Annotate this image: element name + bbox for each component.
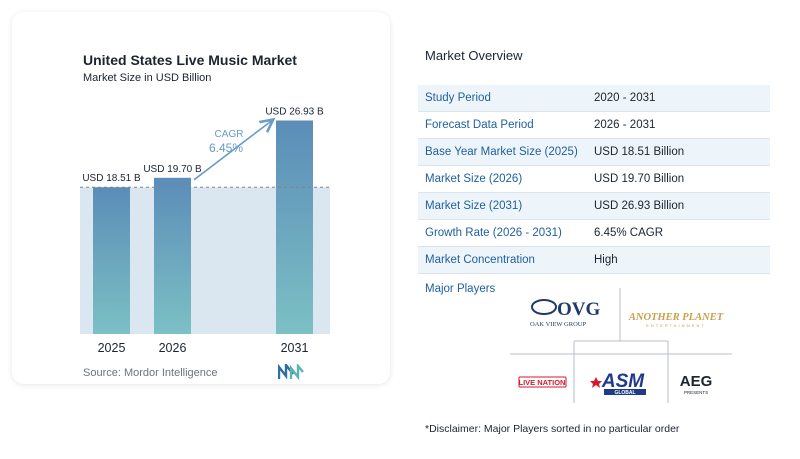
aeg-name: AEG <box>680 373 713 390</box>
ovg-name: OVG <box>557 299 601 320</box>
overview-row-value: 2020 - 2031 <box>594 92 656 104</box>
aeg-logo: AEG PRESENTS <box>680 373 713 395</box>
bar-chart: USD 18.51 B 2025 USD 19.70 B 2026 USD 26.93 … <box>80 106 330 355</box>
cagr-label: CAGR <box>215 129 244 140</box>
overview-row-label: Market Size (2031) <box>425 200 523 212</box>
overview-row-label: Forecast Data Period <box>425 119 534 131</box>
players-title: Major Players <box>425 283 496 295</box>
x-tick-label: 2031 <box>281 341 309 355</box>
live-nation-logo: LIVE NATION <box>518 376 567 388</box>
data-label: USD 18.51 B <box>82 173 141 184</box>
ovg-logo: OVG OAK VIEW GROUP <box>530 299 601 328</box>
asm-name: ASM <box>601 371 645 392</box>
overview-row: Study Period 2020 - 2031 <box>418 85 770 112</box>
overview-row-value: USD 19.70 Billion <box>594 173 685 185</box>
overview-row-label: Growth Rate (2026 - 2031) <box>425 227 562 239</box>
live-nation-name: LIVE NATION <box>519 378 566 387</box>
overview-row-value: USD 18.51 Billion <box>594 146 685 158</box>
overview-row: Base Year Market Size (2025) USD 18.51 Bi… <box>418 139 770 166</box>
x-tick-label: 2026 <box>159 341 187 355</box>
asm-subtitle: GLOBAL <box>614 390 635 396</box>
bar <box>276 120 313 334</box>
data-label: USD 19.70 B <box>143 164 202 175</box>
disclaimer-text: *Disclaimer: Major Players sorted in no … <box>425 423 680 435</box>
ovg-subtitle: OAK VIEW GROUP <box>530 321 586 328</box>
overview-row: Market Size (2026) USD 19.70 Billion <box>418 166 770 193</box>
overview-row: Growth Rate (2026 - 2031) 6.45% CAGR <box>418 220 770 247</box>
overview-row-label: Market Concentration <box>425 254 535 266</box>
overview-row-label: Study Period <box>425 92 491 104</box>
cagr-arrow <box>193 120 272 181</box>
overview-row-label: Base Year Market Size (2025) <box>425 146 578 158</box>
overview-row-value: High <box>594 254 618 266</box>
overview-title: Market Overview <box>425 48 523 63</box>
data-label: USD 26.93 B <box>265 106 324 117</box>
bar <box>93 187 130 334</box>
another-planet-name: ANOTHER PLANET <box>628 312 724 323</box>
overview-row-value: USD 26.93 Billion <box>594 200 685 212</box>
x-tick-label: 2025 <box>98 341 126 355</box>
mordor-logo-icon <box>278 364 304 380</box>
chart-subtitle: Market Size in USD Billion <box>83 72 212 84</box>
source-text: Source: Mordor Intelligence <box>83 367 218 379</box>
chart-title: United States Live Music Market <box>83 52 297 68</box>
another-planet-subtitle: ENTERTAINMENT <box>646 323 706 328</box>
bar <box>154 177 191 334</box>
overview-row-label: Market Size (2026) <box>425 173 523 185</box>
overview-row-value: 2026 - 2031 <box>594 119 656 131</box>
player-logos-grid: OVG OAK VIEW GROUP ANOTHER PLANET ENTERT… <box>510 288 732 403</box>
overview-row-value: 6.45% CAGR <box>594 227 664 239</box>
overview-row: Forecast Data Period 2026 - 2031 <box>418 112 770 139</box>
asm-global-logo: ASM GLOBAL <box>590 371 646 396</box>
overview-row: Market Size (2031) USD 26.93 Billion <box>418 193 770 220</box>
another-planet-logo: ANOTHER PLANET ENTERTAINMENT <box>628 312 724 328</box>
cagr-value: 6.45% <box>209 141 243 155</box>
overview-row: Market Concentration High <box>418 247 770 274</box>
aeg-subtitle: PRESENTS <box>684 390 708 395</box>
overview-table: Study Period 2020 - 2031 Forecast Data Per… <box>418 85 770 274</box>
